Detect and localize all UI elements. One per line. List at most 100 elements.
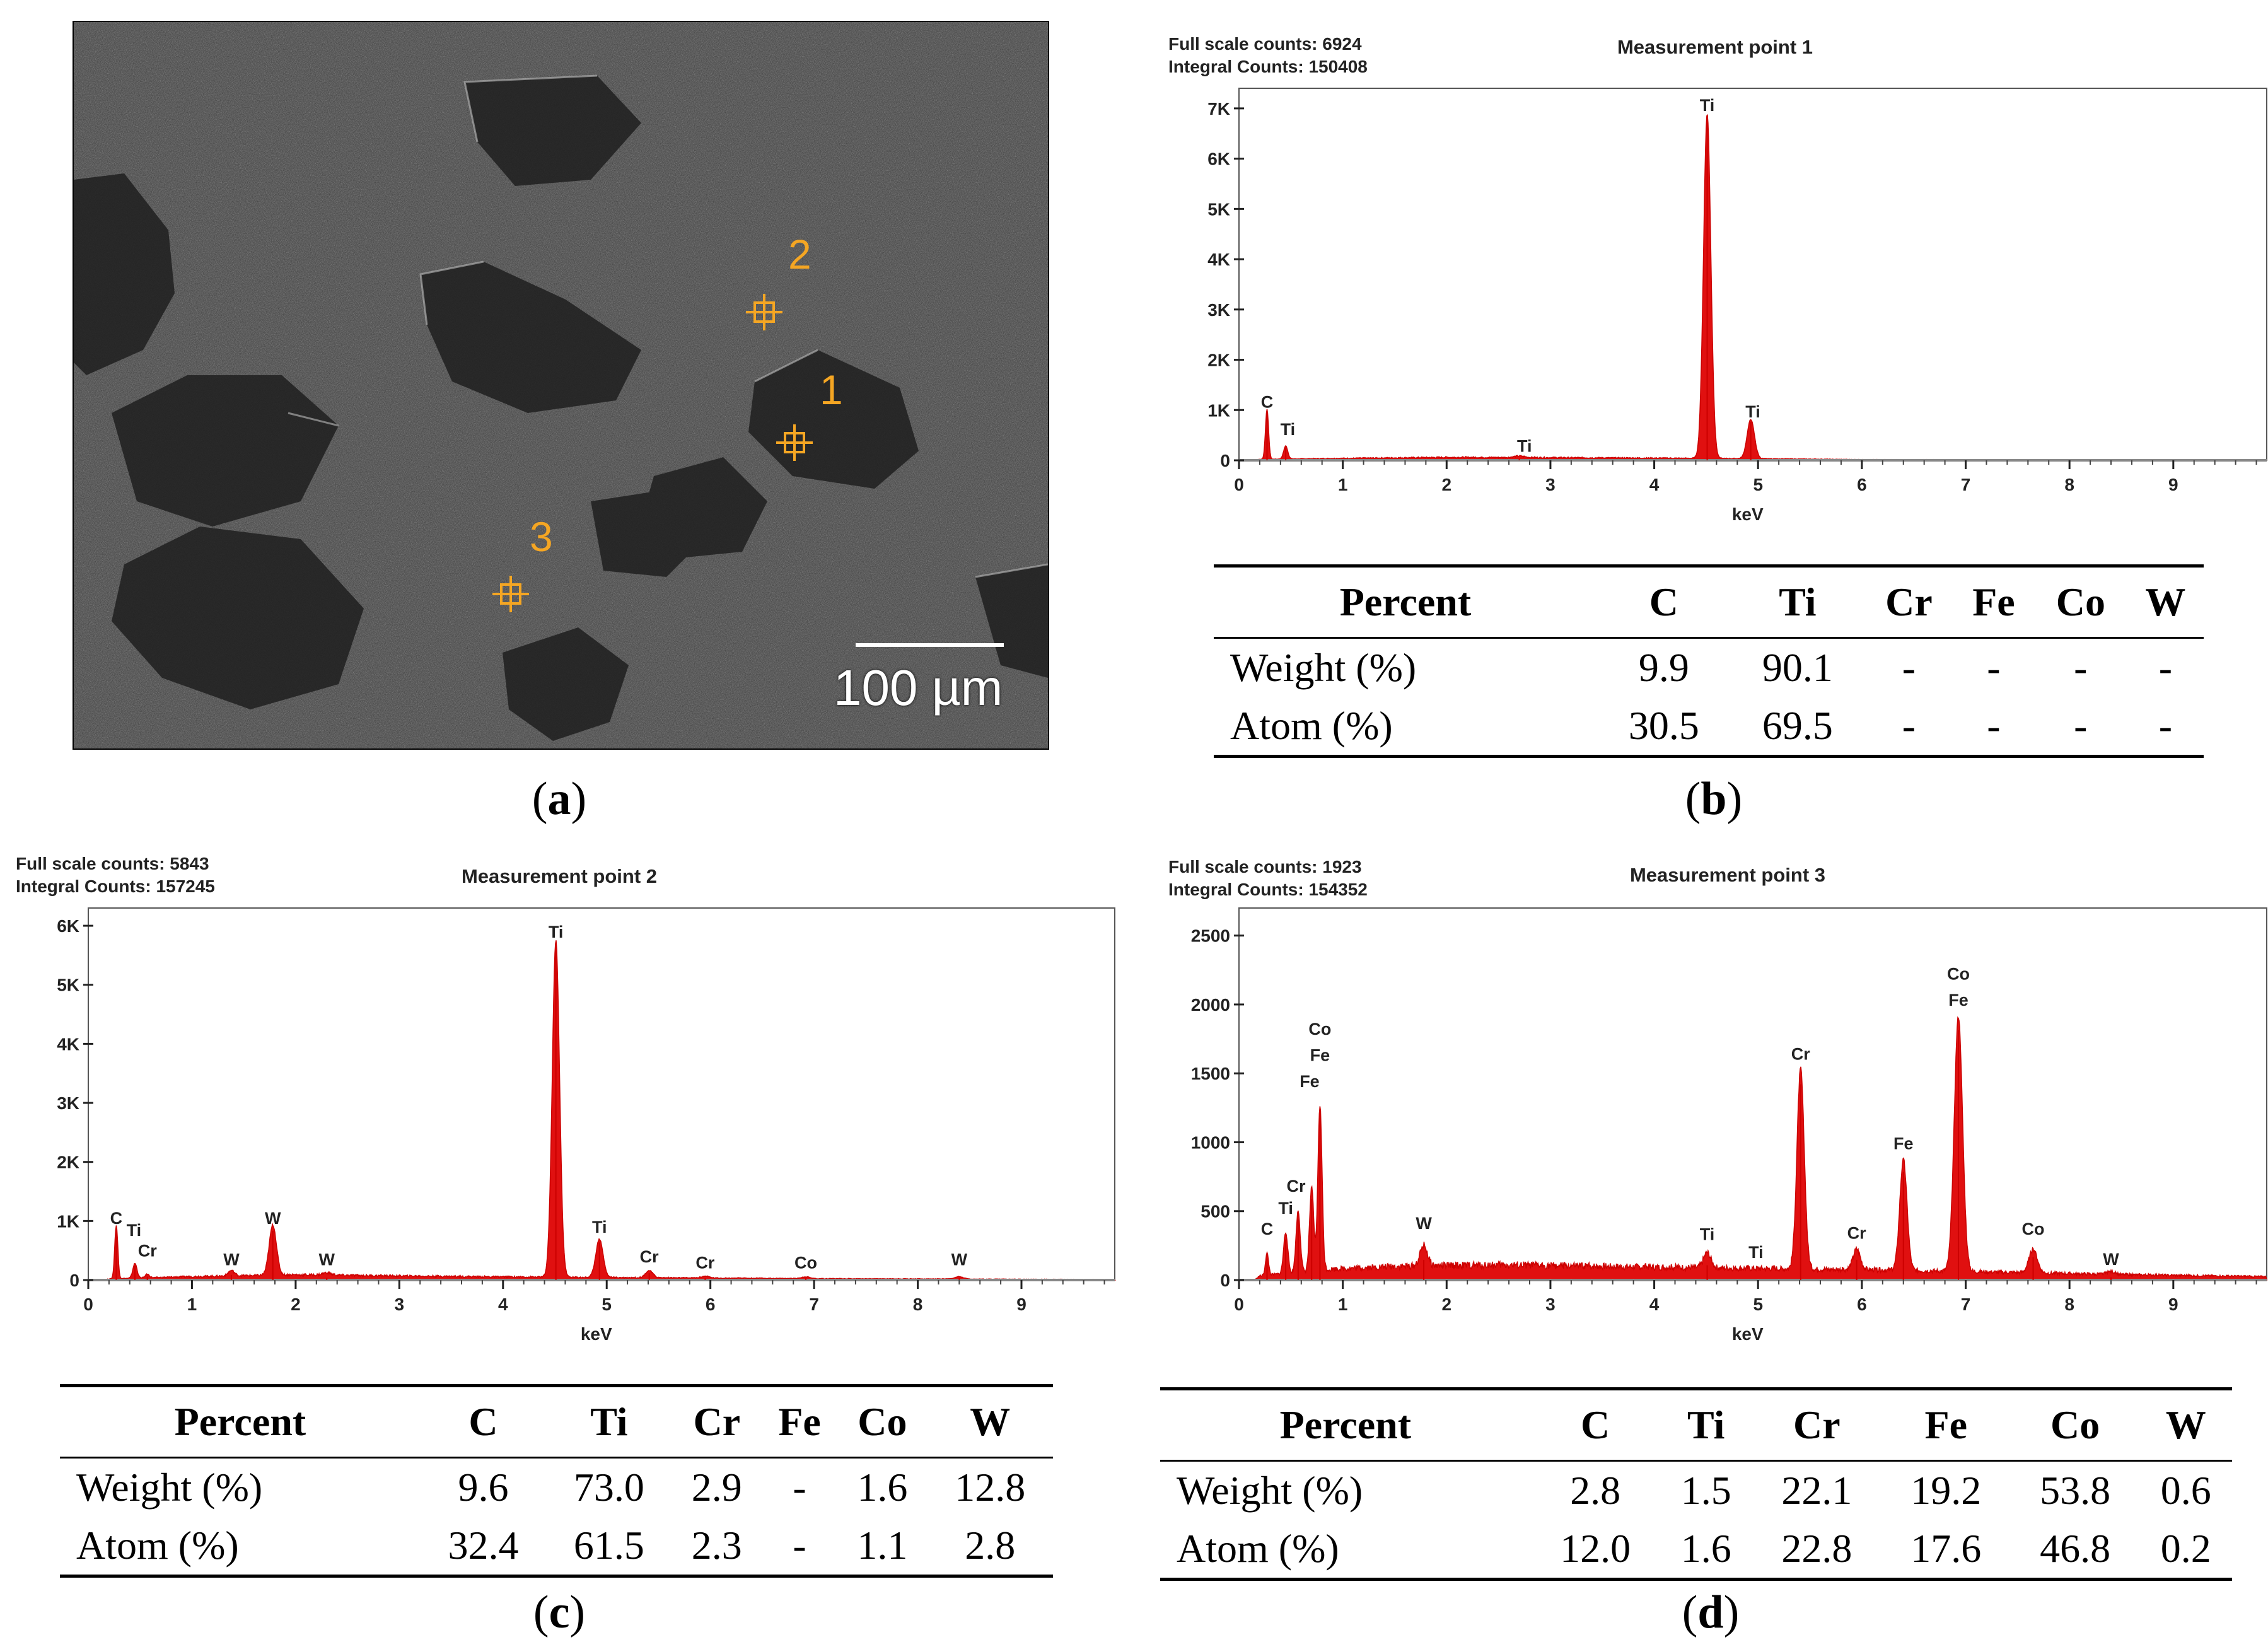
table-cell: -	[2158, 645, 2173, 690]
panel-d-full-scale: Full scale counts: 1923	[1168, 857, 1362, 876]
table-header-cell: C	[420, 1384, 547, 1459]
panel-b-info: Full scale counts: 6924 Integral Counts:…	[1168, 33, 1368, 78]
peak-label: Ti	[1700, 96, 1715, 115]
x-tick-label: 1	[1338, 1295, 1348, 1314]
table-cell: -	[1864, 697, 1954, 758]
x-tick-label: 9	[2168, 475, 2178, 494]
x-tick-label: 1	[187, 1295, 197, 1314]
y-tick-label: 2K	[57, 1153, 79, 1172]
table-cell: -	[1953, 697, 2034, 758]
table-row: Atom (%) 30.5 69.5- - - -	[1214, 697, 2204, 758]
table-cell: 1.6	[857, 1465, 908, 1510]
table-header-cell: Ti	[546, 1384, 672, 1459]
x-tick-label: 4	[1649, 1295, 1660, 1314]
table-cell: 9.6	[458, 1465, 509, 1510]
panel-b-title: Measurement point 1	[1617, 36, 1813, 58]
table-row-label: Atom (%)	[1160, 1520, 1531, 1581]
y-tick-label: 6K	[1207, 149, 1230, 169]
panel-c-composition-table: Percent C Ti Cr Fe Co W Weight (%) 9.6 73.0 2.9-1.…	[60, 1384, 1053, 1578]
x-tick-label: 9	[1016, 1295, 1026, 1314]
panel-b-composition-table: Percent C Ti Cr Fe Co W Weight (%) 9.9 90.1- - - - At…	[1214, 564, 2204, 758]
table-header-cell: W	[2127, 564, 2204, 639]
x-tick-label: 5	[602, 1295, 612, 1314]
caption-c-letter: c	[549, 1587, 570, 1638]
panel-b-full-scale: Full scale counts: 6924	[1168, 34, 1362, 54]
marker-1-label: 1	[820, 366, 843, 413]
table-cell: 73.0	[573, 1465, 644, 1510]
plot-frame	[1238, 907, 2267, 1281]
x-tick-label: 7	[1961, 1295, 1971, 1314]
table-cell: 46.8	[2010, 1520, 2140, 1581]
y-tick-label: 500	[1201, 1202, 1230, 1221]
table-cell: 22.1	[1781, 1468, 1852, 1513]
spectrum-curve	[1254, 114, 2267, 461]
table-header-row: Percent C Ti Cr Fe Co W	[1214, 564, 2204, 639]
marker-1-crosshair	[776, 424, 813, 461]
y-tick-label: 3K	[1207, 300, 1230, 320]
peak-label: Ti	[592, 1218, 607, 1237]
marker-3-crosshair	[492, 576, 529, 612]
table-header-cell: Percent	[60, 1384, 421, 1459]
peak-label: Co	[794, 1253, 817, 1272]
panel-d-integral: Integral Counts: 154352	[1168, 880, 1368, 899]
peak-label: Cr	[1791, 1044, 1810, 1063]
table-cell: 32.4	[420, 1517, 547, 1578]
y-tick-label: 3K	[57, 1093, 79, 1113]
table-row-label: Weight (%)	[1230, 645, 1417, 690]
table-cell: 9.9	[1638, 645, 1689, 690]
peak-label: Cr	[695, 1253, 714, 1272]
peak-label: Cr	[1847, 1223, 1866, 1242]
table-cell: -	[2074, 645, 2088, 690]
panel-d-composition-table: Percent C Ti Cr Fe Co W Weight (%) 2.8 1.5 22.1 19.…	[1160, 1387, 2232, 1581]
peak-label: W	[223, 1250, 240, 1269]
x-tick-label: 3	[1545, 475, 1556, 494]
y-tick-label: 2000	[1191, 995, 1230, 1015]
y-tick-label: 0	[1220, 1271, 1230, 1290]
caption-a-letter: a	[547, 773, 571, 825]
peak-label: Ti	[1748, 1243, 1764, 1262]
peak-label: C	[1261, 392, 1274, 411]
table-cell: -	[793, 1465, 806, 1510]
y-tick-label: 1K	[1207, 400, 1230, 420]
peak-label: Ti	[1745, 402, 1760, 421]
peak-label: Ti	[1278, 1199, 1293, 1218]
x-tick-label: 2	[291, 1295, 301, 1314]
x-axis-label: keV	[581, 1324, 612, 1344]
peak-label: C	[1261, 1220, 1274, 1238]
table-cell: -	[2033, 697, 2127, 758]
x-tick-label: 2	[1442, 1295, 1452, 1314]
table-cell: 1.6	[1660, 1520, 1752, 1581]
spectrum-curve	[1254, 1016, 2267, 1281]
table-cell: 2.8	[1570, 1468, 1621, 1513]
table-cell: 53.8	[2040, 1468, 2111, 1513]
panel-d-info: Full scale counts: 1923 Integral Counts:…	[1168, 856, 1368, 901]
table-row: Atom (%) 12.0 1.6 22.8 17.6 46.8 0.2	[1160, 1520, 2232, 1581]
peak-label: Ti	[1700, 1225, 1715, 1244]
peak-label: Fe	[1948, 991, 1969, 1010]
x-tick-label: 5	[1753, 1295, 1763, 1314]
table-header-cell: Fe	[1881, 1387, 2011, 1462]
marker-crosshairs	[492, 294, 813, 612]
marker-2-label: 2	[788, 231, 811, 277]
table-cell: 12.8	[955, 1465, 1026, 1510]
y-tick-label: 5K	[1207, 199, 1230, 219]
peak-label: Ti	[1517, 436, 1532, 455]
y-tick-label: 4K	[57, 1034, 79, 1054]
table-cell: 2.3	[672, 1517, 762, 1578]
caption-d: (d)	[1682, 1587, 1740, 1638]
table-header-cell: Co	[837, 1384, 928, 1459]
table-row-label: Weight (%)	[1177, 1468, 1363, 1513]
y-tick-label: 1500	[1191, 1064, 1230, 1083]
marker-3-label: 3	[530, 513, 553, 560]
table-header-cell: Cr	[1752, 1387, 1881, 1462]
peak-label: W	[265, 1209, 281, 1228]
x-tick-label: 6	[1857, 1295, 1867, 1314]
peak-label: W	[951, 1250, 968, 1269]
peak-label: Co	[2022, 1220, 2045, 1238]
panel-d-title: Measurement point 3	[1629, 864, 1826, 886]
table-cell: 2.9	[691, 1465, 742, 1510]
x-tick-label: 9	[2168, 1295, 2178, 1314]
scale-bar-label: 100 µm	[834, 660, 1003, 716]
